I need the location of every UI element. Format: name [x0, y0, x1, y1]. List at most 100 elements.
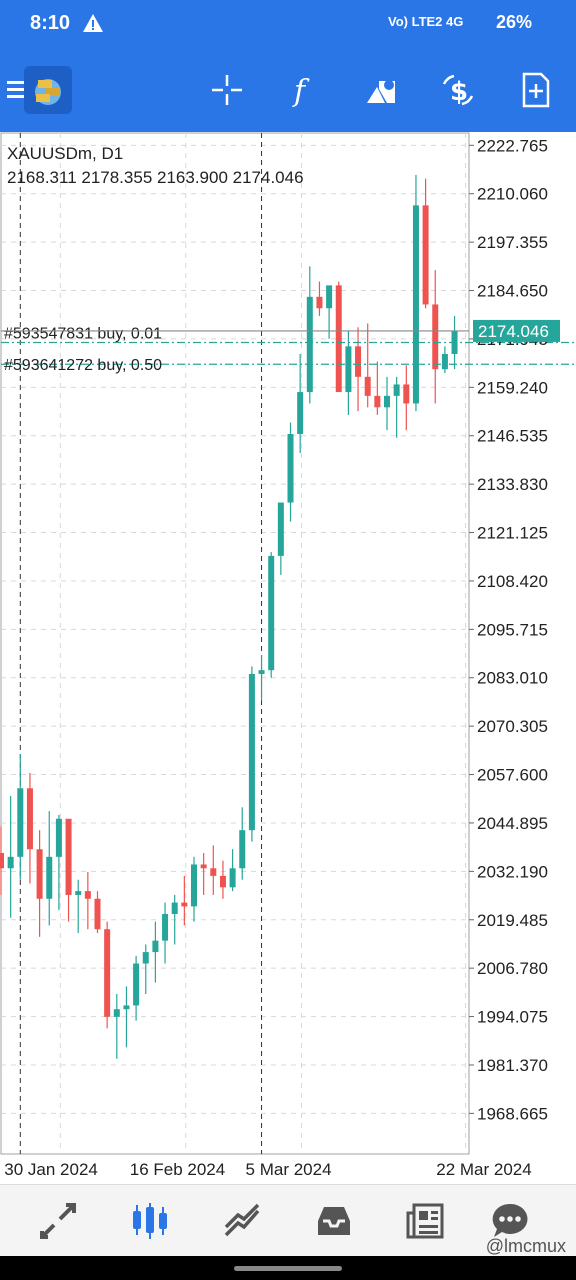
candle-body [384, 395, 390, 408]
new-order-icon[interactable] [514, 68, 558, 112]
candle-body [46, 856, 53, 899]
candle [0, 826, 4, 895]
y-tick-label: 1981.370 [477, 1056, 548, 1075]
y-tick-label: 2019.485 [477, 911, 548, 930]
candle-body [355, 346, 362, 377]
y-tick-label: 2184.650 [477, 282, 548, 301]
candle-body [0, 853, 4, 869]
messages-icon[interactable] [488, 1199, 532, 1243]
candle-body [393, 384, 400, 396]
candle [94, 891, 101, 934]
candle-body [113, 1009, 120, 1017]
candle-body [7, 856, 14, 869]
candle [133, 955, 140, 1021]
gesture-bar [0, 1256, 576, 1280]
candlestick-chart-svg[interactable]: #593547831 buy, 0.01 #593641272 buy, 0.50… [0, 132, 576, 1184]
candle [239, 807, 246, 880]
candle-body [287, 433, 294, 503]
candle [104, 921, 111, 1029]
candle [84, 872, 91, 930]
objects-icon[interactable] [359, 68, 403, 112]
price-change-icon[interactable]: $ [436, 68, 480, 112]
candle-body [162, 913, 169, 941]
y-tick-label: 2210.060 [477, 185, 548, 204]
candle-body [200, 864, 207, 869]
candle [152, 921, 159, 983]
candle [374, 361, 381, 415]
candle [17, 753, 24, 880]
candle [268, 552, 275, 678]
chart-icon[interactable] [128, 1199, 172, 1243]
order-label: #593547831 buy, 0.01 [4, 326, 162, 343]
candle [393, 376, 400, 438]
candle-body [84, 891, 91, 899]
news-icon[interactable] [404, 1199, 448, 1243]
menu-icon[interactable] [0, 68, 36, 112]
candle-body [316, 296, 323, 309]
candle [384, 376, 390, 431]
candle-body [191, 864, 197, 907]
candle-body [432, 304, 439, 370]
crosshair-icon[interactable] [205, 68, 249, 112]
candle [210, 845, 217, 895]
status-time: 8:10 [30, 12, 71, 34]
candle-body [364, 376, 371, 396]
candle-body [55, 818, 62, 857]
candle [55, 814, 62, 911]
network-status: Vo) LTE2 4G [388, 14, 464, 29]
candle-body [374, 395, 381, 408]
y-tick-label: 2133.830 [477, 475, 548, 494]
svg-text:f: f [292, 74, 310, 107]
price-chart[interactable]: #593547831 buy, 0.01 #593641272 buy, 0.50… [0, 132, 576, 1184]
x-tick-label: 5 Mar 2024 [246, 1160, 332, 1179]
y-tick-label: 2159.240 [477, 378, 548, 397]
current-price-label: 2174.046 [478, 322, 549, 341]
candle-body [17, 788, 24, 857]
candle-body [123, 1005, 130, 1010]
y-tick-label: 2108.420 [477, 572, 548, 591]
candle-body [210, 868, 217, 876]
candle-body [26, 788, 33, 850]
candle-body [219, 875, 226, 888]
quotes-icon[interactable] [36, 1199, 80, 1243]
candle [364, 323, 371, 408]
candle [181, 875, 188, 926]
candle-body [94, 898, 101, 930]
candle [345, 331, 352, 415]
home-indicator[interactable] [234, 1266, 342, 1271]
y-tick-label: 2006.780 [477, 959, 548, 978]
candle [297, 353, 304, 454]
candle-body [335, 285, 342, 393]
candle-body [104, 929, 111, 1017]
indicators-icon[interactable]: f [282, 68, 326, 112]
candle-body [403, 384, 410, 404]
candle [229, 849, 236, 892]
y-tick-label: 2146.535 [477, 427, 548, 446]
chart-toolbar: f $ [0, 48, 576, 132]
candle-body [248, 673, 255, 831]
candle [75, 879, 82, 934]
trade-icon[interactable] [220, 1199, 264, 1243]
candle [36, 830, 43, 937]
candle-body [326, 285, 333, 309]
candle [277, 502, 284, 575]
candle [191, 856, 197, 922]
y-tick-label: 2121.125 [477, 524, 548, 543]
candle-body [65, 818, 72, 895]
candle [200, 853, 207, 895]
candle [432, 270, 439, 404]
candle-body [412, 205, 419, 404]
candle [355, 327, 362, 412]
candle [287, 422, 294, 522]
candle-body [133, 963, 140, 1006]
candle [113, 993, 120, 1059]
candle [65, 818, 72, 922]
y-tick-label: 2222.765 [477, 136, 548, 155]
candle-body [422, 205, 429, 305]
status-bar: 8:10 Vo) LTE2 4G 26% [0, 0, 576, 48]
history-icon[interactable] [312, 1199, 356, 1243]
y-tick-label: 2032.190 [477, 862, 548, 881]
bottom-navigation [0, 1184, 576, 1257]
gold-logo-icon[interactable] [24, 66, 72, 114]
y-tick-label: 2070.305 [477, 717, 548, 736]
